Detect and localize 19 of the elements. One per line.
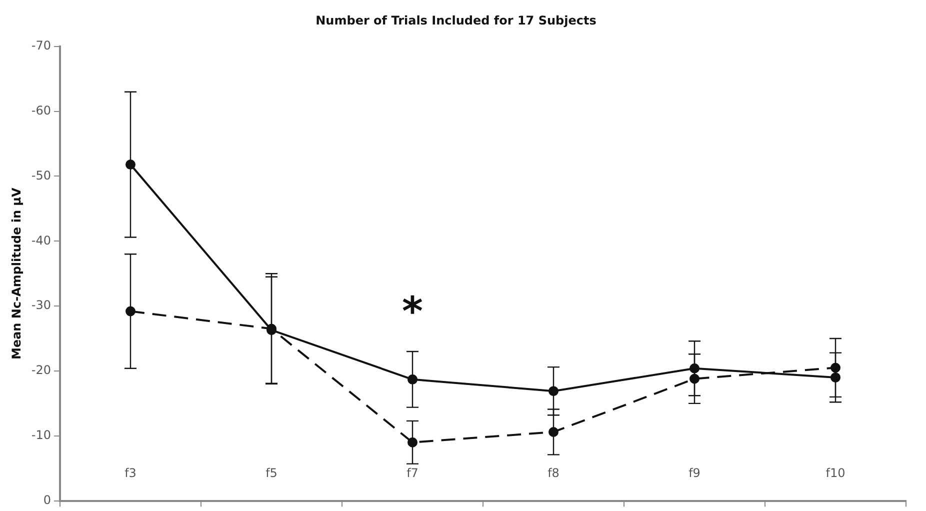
y-tick-label: 0: [43, 492, 51, 507]
y-tick-label: -20: [31, 363, 51, 378]
y-axis-title: Mean Nc-Amplitude in µV: [9, 187, 24, 360]
x-tick-label: f10: [826, 466, 846, 480]
y-tick-label: -60: [31, 103, 51, 118]
y-tick-label: -40: [31, 233, 51, 248]
y-tick-label: -70: [31, 38, 51, 53]
x-tick-label: f9: [688, 466, 700, 480]
x-tick-label: f5: [266, 466, 278, 480]
chart-title: Number of Trials Included for 17 Subjects: [316, 13, 596, 28]
x-tick-label: f7: [406, 466, 418, 480]
point: [548, 386, 558, 396]
point: [408, 374, 418, 384]
y-tick-label: -50: [31, 168, 51, 182]
x-tick-label: f3: [124, 466, 136, 480]
y-tick-label: -30: [31, 298, 51, 312]
annotation: *: [402, 288, 424, 335]
x-tick-label: f8: [548, 466, 560, 480]
y-tick-label: -10: [31, 428, 51, 442]
